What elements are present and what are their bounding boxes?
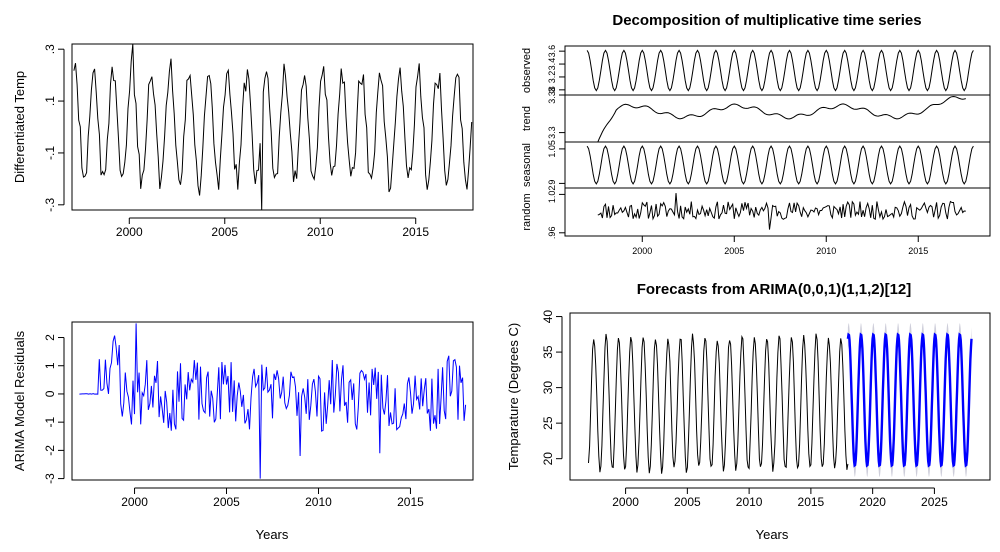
x-tick-label: 2010 (816, 246, 836, 256)
y-tick-label: .3 (43, 44, 57, 54)
panel-label: observed (521, 48, 533, 93)
y-tick-label: -.3 (43, 197, 57, 211)
chart-arima-residuals: 2000 2005 2010 2015 -3 -2 -1 0 1 2 ARIMA Model Res… (12, 321, 474, 542)
x-tick-label: 2010 (307, 225, 334, 239)
y-axis-title: Temparature (Degrees C) (506, 323, 521, 470)
x-tick-label: 2010 (736, 495, 763, 509)
x-axis-title: Years (756, 527, 789, 542)
y-tick-label: 3 (547, 87, 557, 92)
x-tick-label: 2005 (211, 225, 238, 239)
y-tick-label: .96 (547, 227, 557, 240)
y-tick-label: 25 (541, 416, 555, 430)
series-trend (597, 95, 966, 143)
panel-label: random (521, 193, 533, 230)
y-tick-label: 3.6 (547, 45, 557, 58)
x-tick-label: 2000 (632, 246, 652, 256)
x-tick-label: 2005 (674, 495, 701, 509)
y-tick-label: 3.3 (547, 126, 557, 139)
x-tick-label: 2025 (921, 495, 948, 509)
y-tick-label: 3.2 (547, 71, 557, 84)
chart-forecasts: Forecasts from ARIMA(0,0,1)(1,1,2)[12] 20… (506, 281, 991, 542)
y-tick-label: -1 (43, 417, 57, 428)
chart-title: Decomposition of multiplicative time ser… (612, 12, 921, 29)
y-tick-label: 2 (43, 334, 57, 341)
series-random (597, 193, 966, 230)
x-tick-label: 2005 (724, 246, 744, 256)
series-forecast (846, 332, 973, 468)
y-tick-label: 35 (541, 345, 555, 359)
plot-frame (71, 43, 474, 211)
x-axis-title: Years (256, 527, 289, 542)
plot-frame (569, 312, 991, 481)
plot-frame (71, 321, 474, 481)
x-tick-label: 2015 (908, 246, 928, 256)
panel-label: trend (521, 106, 533, 131)
y-tick-label: 1.02 (547, 186, 557, 204)
y-tick-label: .9 (547, 180, 557, 188)
y-tick-label: 40 (541, 310, 555, 324)
x-tick-label: 2015 (402, 225, 429, 239)
y-tick-label: 3.38 (547, 86, 557, 104)
plot-frame (564, 94, 991, 143)
x-tick-label: 2005 (213, 495, 240, 509)
x-tick-label: 2000 (116, 225, 143, 239)
y-tick-label: -3 (43, 473, 57, 484)
series-observed (586, 49, 974, 92)
y-axis-title: Differentiated Temp (12, 71, 27, 183)
y-tick-label: .1 (43, 96, 57, 106)
y-tick-label: -.1 (43, 146, 57, 160)
series-line (79, 323, 467, 479)
y-tick-label: 1.05 (547, 140, 557, 158)
chart-decomposition: Decomposition of multiplicative time ser… (521, 12, 991, 256)
x-tick-label: 2000 (612, 495, 639, 509)
x-tick-label: 2020 (859, 495, 886, 509)
y-axis-title: ARIMA Model Residuals (12, 330, 27, 471)
x-tick-label: 2015 (397, 495, 424, 509)
panel-observed: 3 3.23.43.6 observed (521, 45, 991, 96)
panel-label: seasonal (521, 143, 533, 187)
series-observed (588, 333, 849, 474)
chart-differentiated-temp: 2000 2005 2010 2015 -.3 -.1 .1 .3 Differentiated… (12, 43, 474, 239)
panel-seasonal: .9 1.05 seasonal (521, 140, 991, 189)
y-tick-label: 1 (43, 362, 57, 369)
y-tick-label: 0 (43, 390, 57, 397)
panel-trend: 3.3 3.38 trend (521, 86, 991, 143)
y-tick-label: 20 (541, 452, 555, 466)
y-tick-label: 3.4 (547, 58, 557, 71)
x-tick-label: 2015 (798, 495, 825, 509)
panel-random: .96 1.02 random (521, 186, 991, 240)
y-tick-label: 30 (541, 381, 555, 395)
series-line (73, 43, 473, 211)
series-seasonal (586, 145, 974, 185)
chart-title: Forecasts from ARIMA(0,0,1)(1,1,2)[12] (637, 281, 912, 298)
y-tick-label: -2 (43, 445, 57, 456)
x-tick-label: 2000 (121, 495, 148, 509)
x-tick-label: 2010 (305, 495, 332, 509)
